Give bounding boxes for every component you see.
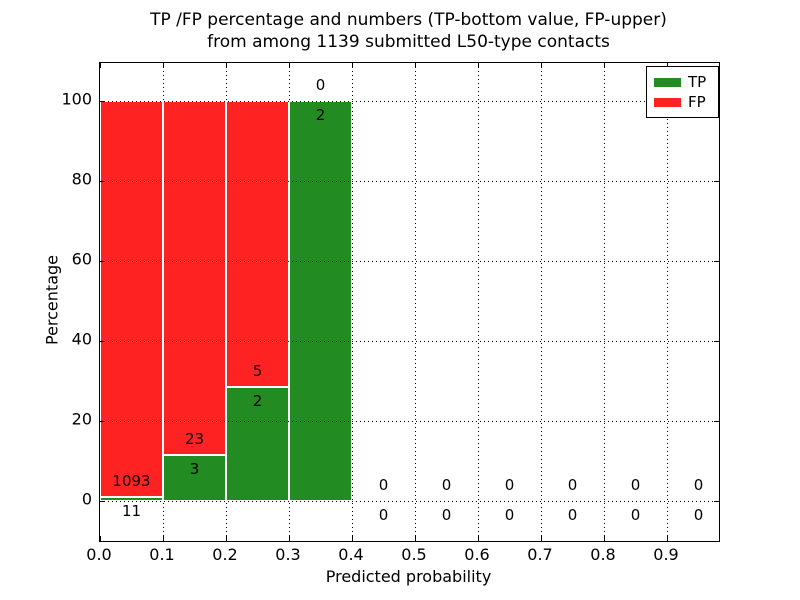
- x-tick-label: 0.2: [212, 545, 238, 564]
- count-label-fp: 5: [252, 361, 263, 380]
- count-label-tp: 0: [441, 506, 452, 524]
- x-axis-label: Predicted probability: [325, 567, 492, 586]
- y-axis-tick: [100, 340, 105, 342]
- y-axis-tick: [100, 420, 105, 422]
- count-label-tp: 0: [693, 506, 704, 524]
- legend-item-tp: TP: [647, 72, 718, 91]
- x-axis-tick: [477, 536, 479, 541]
- y-axis-tick: [714, 500, 719, 502]
- v-gridline: [351, 63, 353, 541]
- x-axis-tick: [225, 536, 227, 541]
- legend-label-tp: TP: [688, 72, 707, 91]
- v-gridline: [414, 63, 416, 541]
- bar-segment-fp: [226, 101, 289, 387]
- bar-segment-tp: [226, 386, 289, 501]
- count-label-fp: 1093: [112, 472, 151, 490]
- bar-segment-tp: [163, 455, 226, 501]
- y-tick-label: 0: [81, 489, 92, 509]
- x-axis-tick: [162, 63, 164, 68]
- y-tick-label: 20: [71, 409, 92, 429]
- h-gridline: [100, 180, 719, 182]
- count-label-fp: 0: [378, 476, 389, 494]
- v-gridline: [666, 63, 668, 541]
- x-tick-label: 0.4: [338, 545, 364, 564]
- count-label-tp: 2: [252, 391, 263, 410]
- count-label-tp: 0: [504, 506, 515, 524]
- y-axis-tick: [714, 180, 719, 182]
- x-axis-tick: [603, 63, 605, 68]
- tp-swatch: [654, 77, 681, 87]
- y-tick-label: 40: [71, 329, 92, 349]
- x-axis-tick: [540, 63, 542, 68]
- x-axis-tick: [288, 63, 290, 68]
- count-label-tp: 11: [121, 502, 142, 520]
- y-axis-tick: [100, 180, 105, 182]
- x-tick-label: 0.6: [464, 545, 490, 564]
- v-gridline: [477, 63, 479, 541]
- bar-segment-fp: [163, 101, 226, 455]
- fp-swatch: [654, 97, 681, 107]
- x-axis-tick: [666, 536, 668, 541]
- x-tick-label: 0.1: [149, 545, 175, 564]
- x-axis-tick: [288, 536, 290, 541]
- legend: TP FP: [646, 66, 719, 118]
- y-axis-tick: [100, 500, 105, 502]
- count-label-fp: 0: [630, 476, 641, 494]
- bar-segment-tp: [289, 101, 352, 501]
- h-gridline: [100, 260, 719, 262]
- x-axis-tick: [351, 63, 353, 68]
- count-label-tp: 0: [378, 506, 389, 524]
- x-tick-label: 0.9: [653, 545, 679, 564]
- x-axis-tick: [99, 63, 101, 68]
- y-tick-label: 60: [71, 249, 92, 269]
- h-gridline: [100, 100, 719, 102]
- count-label-tp: 0: [567, 506, 578, 524]
- count-label-fp: 0: [441, 476, 452, 494]
- x-axis-tick: [99, 536, 101, 541]
- x-tick-label: 0.5: [401, 545, 427, 564]
- x-axis-tick: [414, 63, 416, 68]
- y-axis-tick: [100, 260, 105, 262]
- x-axis-tick: [540, 536, 542, 541]
- x-tick-label: 0.0: [86, 545, 112, 564]
- x-axis-tick: [162, 536, 164, 541]
- x-tick-label: 0.3: [275, 545, 301, 564]
- y-axis-tick: [714, 420, 719, 422]
- chart-title: TP /FP percentage and numbers (TP-bottom…: [150, 10, 667, 52]
- x-axis-tick: [351, 536, 353, 541]
- plot-area: 1093 11 23 3 5 2 0 2 0 0 0 0 0 0 0 0 0 0 0 0: [99, 62, 720, 542]
- x-axis-tick: [477, 63, 479, 68]
- y-tick-label: 100: [61, 89, 92, 109]
- y-axis-tick: [714, 340, 719, 342]
- v-gridline: [540, 63, 542, 541]
- h-gridline: [100, 420, 719, 422]
- count-label-tp: 3: [189, 460, 200, 478]
- bar-segment-fp: [100, 101, 163, 497]
- h-gridline: [100, 340, 719, 342]
- x-axis-tick: [225, 63, 227, 68]
- count-label-fp: 0: [504, 476, 515, 494]
- x-axis-tick: [414, 536, 416, 541]
- count-label-fp: 0: [315, 76, 326, 94]
- v-gridline: [603, 63, 605, 541]
- count-label-fp: 23: [184, 430, 205, 448]
- count-label-fp: 0: [693, 476, 704, 494]
- count-label-tp: 2: [315, 106, 326, 124]
- legend-label-fp: FP: [688, 92, 706, 111]
- h-gridline: [100, 500, 719, 502]
- y-tick-label: 80: [71, 169, 92, 189]
- y-axis-tick: [100, 100, 105, 102]
- x-axis-tick: [603, 536, 605, 541]
- y-axis-tick: [714, 260, 719, 262]
- x-axis-tick: [666, 63, 668, 68]
- legend-item-fp: FP: [647, 92, 718, 111]
- x-tick-label: 0.8: [590, 545, 616, 564]
- count-label-fp: 0: [567, 476, 578, 494]
- count-label-tp: 0: [630, 506, 641, 524]
- x-tick-label: 0.7: [527, 545, 553, 564]
